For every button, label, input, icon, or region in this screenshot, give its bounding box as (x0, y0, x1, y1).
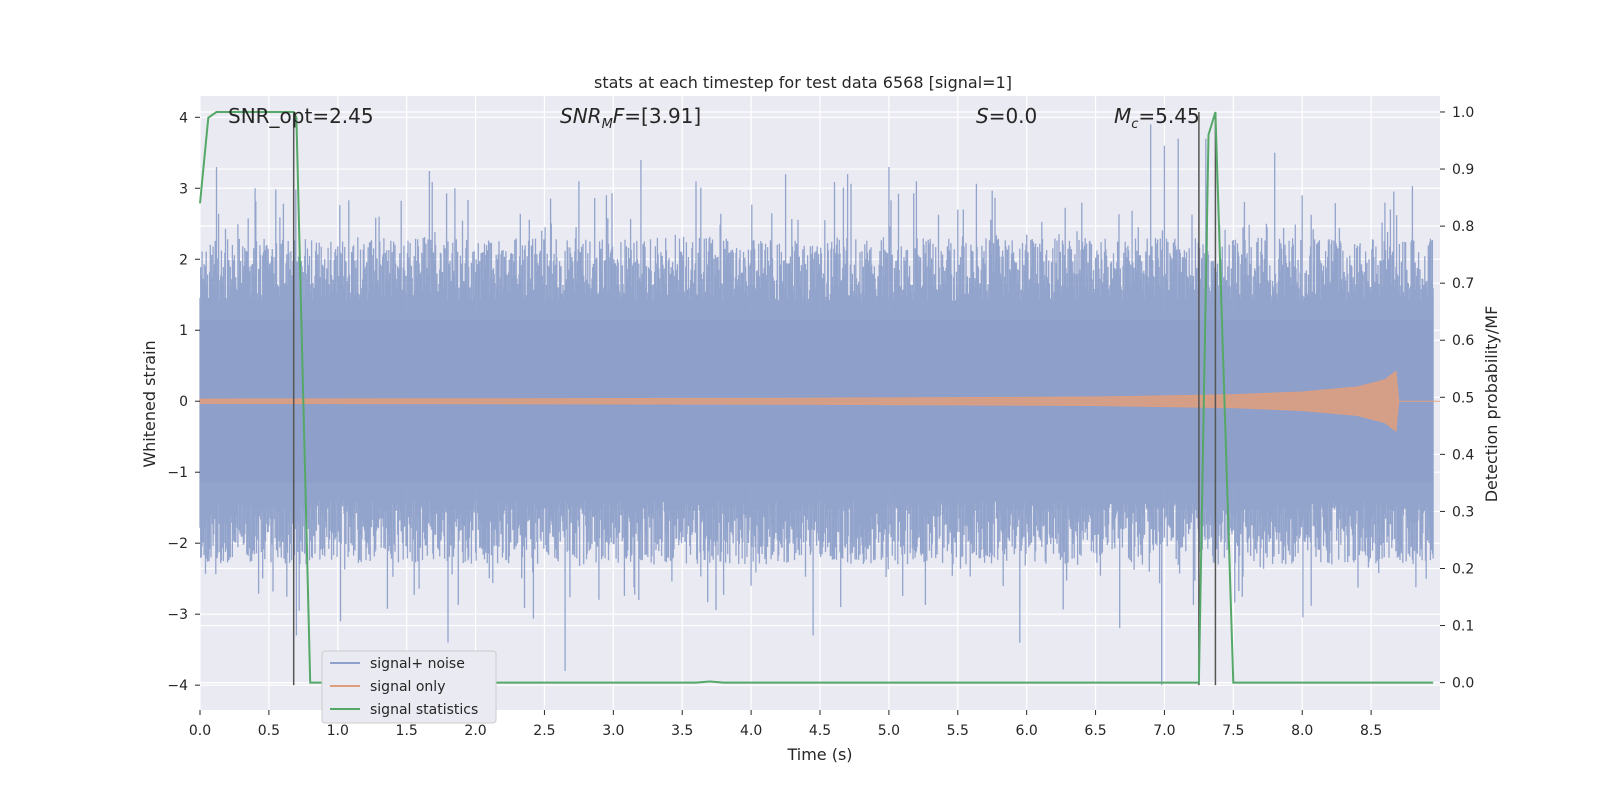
y-right-tick-label: 0.5 (1452, 390, 1474, 406)
y-left-tick-label: 1 (179, 323, 188, 339)
y-axis-left-ticks: 4 3 2 1 0 −1 −2 −3 −4 (167, 110, 200, 694)
legend: signal+ noise signal only signal statist… (321, 650, 497, 724)
y-right-tick-label: 0.7 (1452, 276, 1474, 292)
x-tick-label: 7.0 (1153, 723, 1175, 739)
x-axis-label: Time (s) (786, 745, 852, 764)
x-tick-label: 1.5 (396, 723, 418, 739)
legend-box (321, 650, 497, 724)
x-tick-label: 2.0 (464, 723, 486, 739)
x-tick-label: 4.5 (809, 723, 831, 739)
y-left-tick-label: 0 (179, 394, 188, 410)
y-axis-right-label: Detection probability/MF (1482, 306, 1501, 503)
x-tick-label: 6.0 (1016, 723, 1038, 739)
y-left-tick-label: 2 (179, 252, 188, 268)
y-left-tick-label: −1 (167, 465, 188, 481)
y-right-tick-label: 0.3 (1452, 504, 1474, 520)
y-right-tick-label: 0.2 (1452, 561, 1474, 577)
y-left-tick-label: −3 (167, 607, 188, 623)
y-right-tick-label: 0.0 (1452, 676, 1474, 692)
x-tick-label: 3.0 (602, 723, 624, 739)
x-tick-label: 2.5 (533, 723, 555, 739)
annotation-s-value: =0.0 (989, 104, 1038, 128)
y-right-tick-label: 0.9 (1452, 162, 1474, 178)
x-tick-label: 7.5 (1222, 723, 1244, 739)
x-tick-label: 0.0 (189, 723, 211, 739)
annotation-s: S=0.0 (976, 104, 1037, 128)
y-right-tick-label: 0.4 (1452, 447, 1474, 463)
y-right-tick-label: 0.1 (1452, 619, 1474, 635)
y-right-tick-label: 0.6 (1452, 333, 1474, 349)
y-axis-left-label: Whitened strain (140, 340, 159, 467)
y-left-tick-label: 4 (179, 110, 188, 126)
x-tick-label: 5.0 (878, 723, 900, 739)
x-tick-label: 1.0 (327, 723, 349, 739)
chart-title: stats at each timestep for test data 656… (594, 73, 1012, 92)
annotation-snr-mf-value: =[3.91] (624, 104, 701, 128)
annotation-mc-value: =5.45 (1138, 104, 1199, 128)
legend-label-signal-only: signal only (370, 679, 445, 695)
x-tick-label: 5.5 (947, 723, 969, 739)
y-left-tick-label: −2 (167, 536, 188, 552)
annotation-snr-mf: SNRMF=[3.91] (560, 104, 701, 132)
y-right-tick-label: 0.8 (1452, 219, 1474, 235)
x-tick-label: 8.5 (1360, 723, 1382, 739)
signal-only-envelope (199, 370, 1440, 432)
legend-label-signal-statistics: signal statistics (370, 702, 478, 718)
signal-statistics-line (199, 111, 1434, 684)
signal-statistics-series (199, 111, 1434, 684)
y-left-tick-label: 3 (179, 181, 188, 197)
y-axis-right-ticks: 1.0 0.9 0.8 0.7 0.6 0.5 0.4 0.3 0.2 0.1 0.0 (1440, 105, 1474, 692)
x-tick-label: 4.0 (740, 723, 762, 739)
y-right-tick-label: 1.0 (1452, 105, 1474, 121)
x-tick-label: 3.5 (671, 723, 693, 739)
signal-only-series (199, 370, 1440, 432)
y-left-tick-label: −4 (167, 678, 188, 694)
marker-lines (292, 111, 1217, 686)
annotation-mc: Mc=5.45 (1114, 104, 1200, 132)
legend-label-signal-noise: signal+ noise (370, 656, 465, 672)
x-tick-label: 6.5 (1084, 723, 1106, 739)
x-tick-label: 0.5 (258, 723, 280, 739)
x-axis-ticks: 0.0 0.5 1.0 1.5 2.0 2.5 3.0 3.5 4.0 4.5 5.0 5.5 6.0 6… (189, 710, 1382, 739)
annotation-snr-opt: SNR_opt=2.45 (228, 104, 374, 128)
x-tick-label: 8.0 (1291, 723, 1313, 739)
